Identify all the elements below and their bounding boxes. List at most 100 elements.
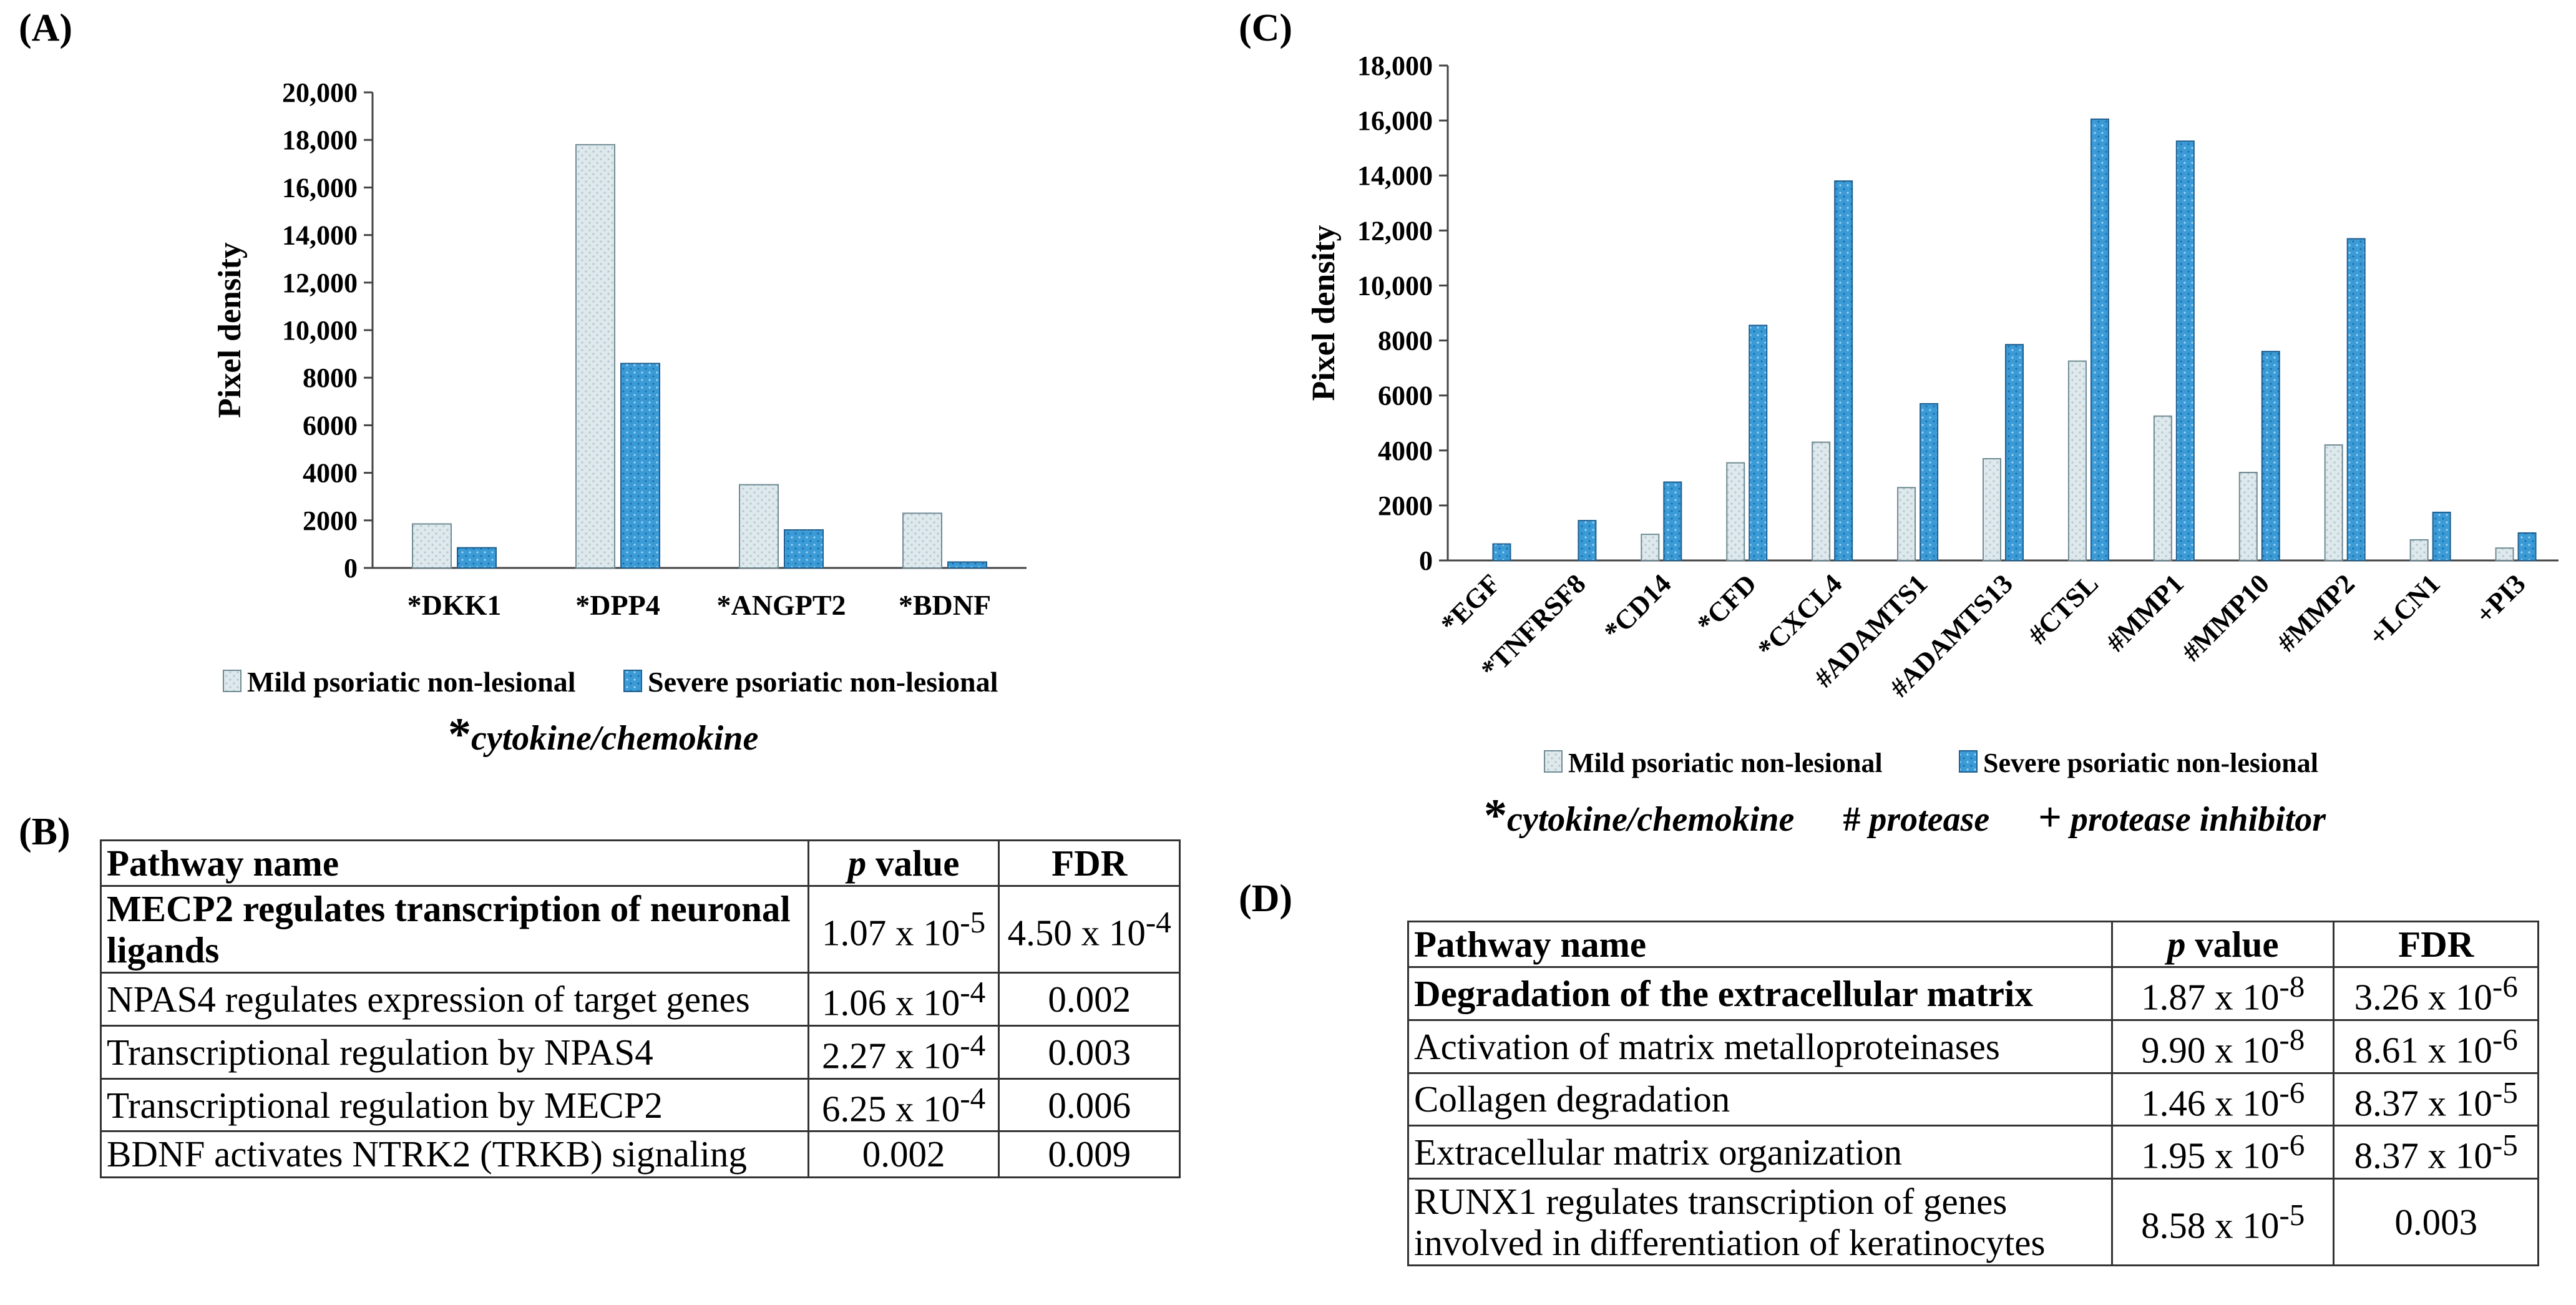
legend-label-severe: Severe psoriatic non-lesional: [648, 666, 998, 698]
footnote-symbol: +: [2038, 794, 2062, 840]
y-tick-label: 14,000: [282, 220, 358, 251]
y-tick-label: 0: [1419, 545, 1433, 576]
pathway-name: Transcriptional regulation by MECP2: [100, 1077, 809, 1133]
table-row: Activation of matrix metalloproteinases …: [1407, 1019, 2539, 1074]
x-tick-label: *CFD: [1691, 568, 1762, 639]
bar-severe: [2346, 238, 2366, 561]
pathway-name: Activation of matrix metalloproteinases: [1407, 1019, 2114, 1074]
fdr-value: 0.002: [998, 972, 1181, 1027]
pathway-table-b: Pathway name p value FDR MECP2 regulates…: [100, 839, 1181, 1178]
p-exponent: -6: [2279, 1128, 2305, 1163]
x-tick-label: #CTSL: [2022, 568, 2104, 650]
p-italic: p: [847, 843, 867, 884]
bar-mild: [2324, 444, 2343, 562]
bar-severe: [1920, 403, 1939, 562]
table-row: Collagen degradation 1.46 x 10-6 8.37 x …: [1407, 1072, 2539, 1127]
p-base: 6.25 x 10: [822, 1088, 960, 1130]
bar-mild: [2153, 415, 2172, 561]
y-tick-label: 4000: [303, 458, 358, 489]
bar-severe: [1663, 481, 1682, 561]
y-axis-label: Pixel density: [1306, 225, 1342, 401]
y-tick-label: 12,000: [282, 268, 358, 298]
fdr-value: 4.50 x 10-4: [998, 885, 1181, 974]
bar-severe: [2175, 140, 2195, 561]
y-tick-label: 0: [344, 553, 358, 584]
x-tick-label: +LCN1: [2363, 568, 2446, 652]
panel-label-a: (A): [19, 7, 73, 49]
p-value: 1.87 x 10-8: [2111, 966, 2335, 1021]
p-exponent: -4: [960, 1080, 986, 1115]
pathway-table-d: Pathway name p value FDR Degradation of …: [1407, 920, 2539, 1267]
p-base: 1.87 x 10: [2141, 976, 2280, 1018]
bar-severe: [1834, 180, 1853, 561]
x-tick-label: *DKK1: [407, 589, 502, 621]
bar-severe: [620, 363, 660, 569]
pathway-name: Collagen degradation: [1407, 1072, 2114, 1127]
y-tick-label: 18,000: [1357, 51, 1433, 81]
fdr-value: 0.006: [998, 1077, 1181, 1133]
panel-label-b: (B): [19, 811, 71, 853]
bar-severe: [2261, 351, 2280, 562]
p-rest: value: [866, 843, 960, 884]
chart-a: 0 2000 4000 6000 8000 10,000 12,000 14,000 16,00…: [212, 77, 1027, 698]
footnote-text: cytokine/chemokine: [471, 719, 759, 758]
y-tick-label: 20,000: [282, 77, 358, 108]
header-fdr: FDR: [998, 839, 1181, 887]
fdr-value: 8.37 x 10-5: [2333, 1072, 2539, 1127]
header-fdr: FDR: [2333, 920, 2539, 969]
p-value: 1.07 x 10-5: [807, 885, 1000, 974]
pathway-name: Extracellular matrix organization: [1407, 1125, 2114, 1180]
p-base: 9.90 x 10: [2141, 1029, 2280, 1071]
bar-severe: [1578, 520, 1597, 561]
header-p-value: p value: [2111, 920, 2335, 969]
table-row: MECP2 regulates transcription of neurona…: [100, 885, 1181, 974]
bar-mild: [2495, 547, 2514, 561]
bar-severe: [2432, 511, 2451, 561]
legend-swatch-severe: [1959, 750, 1978, 773]
y-tick-label: 10,000: [282, 315, 358, 346]
fdr-base: 8.37 x 10: [2354, 1082, 2492, 1124]
x-tick-label: *EGF: [1435, 568, 1506, 639]
bar-mild: [1641, 534, 1660, 561]
p-base: 8.58 x 10: [2141, 1205, 2280, 1246]
p-base: 1.46 x 10: [2141, 1082, 2280, 1124]
table-row: BDNF activates NTRK2 (TRKB) signaling 0.…: [100, 1130, 1181, 1178]
p-exponent: -4: [960, 975, 986, 1010]
fdr-value: 0.003: [998, 1024, 1181, 1080]
p-value: 2.27 x 10-4: [807, 1024, 1000, 1080]
y-tick-label: 2000: [1378, 491, 1433, 521]
pathway-name: Degradation of the extracellular matrix: [1407, 966, 2114, 1021]
footnote-text: protease: [1869, 800, 1990, 839]
x-tick-label: *DPP4: [575, 589, 660, 621]
table-row: Transcriptional regulation by MECP2 6.25…: [100, 1077, 1181, 1133]
footnote-text: protease inhibitor: [2070, 800, 2326, 839]
p-value: 1.46 x 10-6: [2111, 1072, 2335, 1127]
p-base: 1.95 x 10: [2141, 1135, 2280, 1176]
y-tick-label: 18,000: [282, 125, 358, 155]
pathway-name: NPAS4 regulates expression of target gen…: [100, 972, 809, 1027]
x-tick-label: #MMP1: [2100, 568, 2189, 657]
bar-severe: [2517, 532, 2537, 562]
footnote-text: cytokine/chemokine: [1507, 800, 1795, 839]
x-tick-label: *ANGPT2: [717, 589, 846, 621]
x-tick-label: #MMP10: [2176, 568, 2275, 667]
y-tick-label: 16,000: [1357, 105, 1433, 136]
bar-severe: [947, 561, 987, 569]
table-header-row: Pathway name p value FDR: [100, 839, 1181, 887]
chart-c-footnotes: *cytokine/chemokine # protease + proteas…: [1484, 789, 2326, 843]
fdr-value: 0.003: [2333, 1178, 2539, 1267]
p-base: 1.06 x 10: [822, 982, 960, 1024]
table-row: Transcriptional regulation by NPAS4 2.27…: [100, 1024, 1181, 1080]
p-base: 2.27 x 10: [822, 1035, 960, 1077]
p-exponent: -6: [2279, 1075, 2305, 1110]
p-exponent: -8: [2279, 969, 2305, 1004]
y-axis-label: Pixel density: [212, 242, 248, 418]
x-tick-label: #MMP2: [2271, 568, 2360, 657]
bar-mild: [1983, 457, 2001, 561]
table-row: NPAS4 regulates expression of target gen…: [100, 972, 1181, 1027]
y-tick-label: 10,000: [1357, 270, 1433, 301]
p-exponent: -4: [960, 1027, 986, 1062]
pathway-name: BDNF activates NTRK2 (TRKB) signaling: [100, 1130, 809, 1178]
p-rest: value: [2185, 924, 2279, 965]
